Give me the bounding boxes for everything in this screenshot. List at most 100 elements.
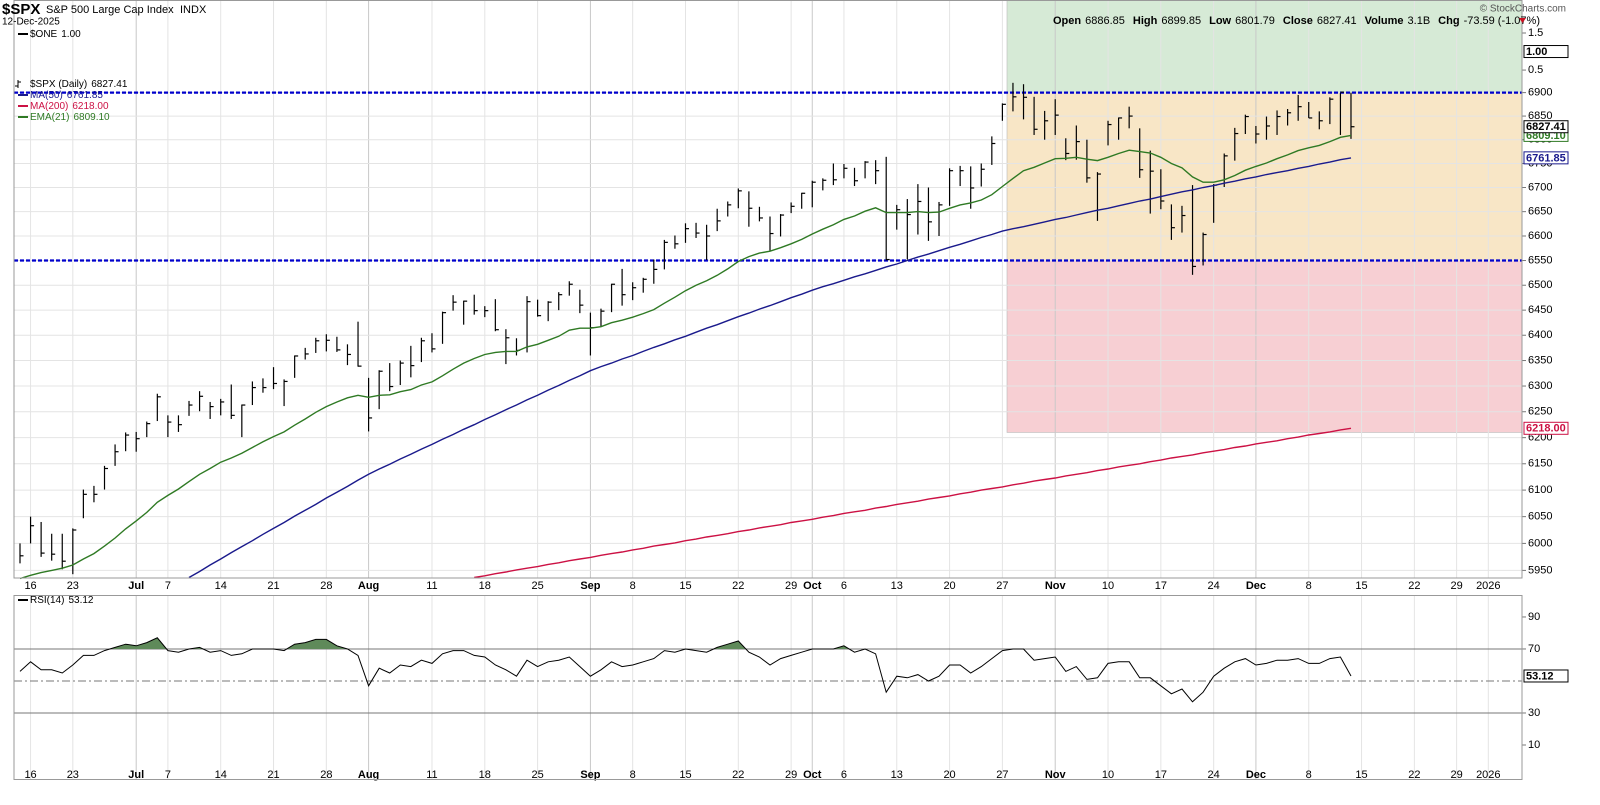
legend-entry: $ONE 1.00	[30, 29, 81, 40]
y-tick-label: 6450	[1528, 304, 1552, 316]
x-tick-label: 7	[165, 580, 171, 592]
x-tick-label: 23	[67, 769, 79, 781]
quote-label: Low	[1209, 15, 1231, 27]
y-tick-label: 10	[1528, 739, 1540, 751]
legend-value: 53.12	[68, 595, 93, 606]
x-tick-label: 6	[841, 580, 847, 592]
x-tick-label: 15	[679, 769, 691, 781]
quote-label: Close	[1283, 15, 1313, 27]
x-tick-label: 2026	[1476, 580, 1500, 592]
y-tick-label: 30	[1528, 707, 1540, 719]
x-tick-label: Aug	[358, 580, 379, 592]
x-tick-label: 29	[1450, 580, 1462, 592]
legend-value: 6827.41	[91, 79, 128, 90]
legend-value: 6809.10	[73, 112, 110, 123]
x-tick-label: 6	[841, 769, 847, 781]
moving-average-line	[19, 134, 1352, 580]
plot-layer: 16 23 Jul 7 14 21 28 Aug 11 18 25 Sep 8 15 22 29 Oct 6 13 2…	[14, 0, 1569, 781]
x-tick-label: 20	[943, 769, 955, 781]
y-tick-label: 6400	[1528, 329, 1552, 341]
x-tick-label: 15	[1355, 580, 1367, 592]
y-tick-label: 6300	[1528, 380, 1552, 392]
legend-entry: EMA(21) 6809.10	[30, 112, 110, 123]
x-tick-label: 16	[24, 580, 36, 592]
x-tick-label: 11	[426, 580, 437, 592]
x-tick-label: Oct	[803, 580, 822, 592]
bar-icon	[15, 80, 21, 88]
y-tick-label: 5950	[1528, 564, 1552, 576]
legend-value: 6761.85	[67, 90, 104, 101]
rsi-line	[19, 637, 1352, 703]
quote-value: -73.59 (-1.07%)	[1464, 15, 1540, 27]
zone	[1006, 0, 1523, 93]
x-tick-label: 27	[996, 769, 1008, 781]
x-tick-label: 7	[165, 769, 171, 781]
chart-subtitle: S&P 500 Large Cap Index	[46, 4, 174, 16]
x-tick-label: 25	[531, 580, 543, 592]
x-tick-label: Aug	[358, 769, 379, 781]
x-tick-label: 15	[679, 580, 691, 592]
x-tick-label: 23	[67, 580, 79, 592]
x-tick-label: 25	[531, 769, 543, 781]
x-tick-label: Jul	[128, 769, 144, 781]
y-tick-label: 6250	[1528, 406, 1552, 418]
down-arrow	[1519, 18, 1526, 23]
y-tick-label: 90	[1528, 611, 1540, 623]
y2-tick-label: 1.5	[1528, 27, 1543, 39]
x-tick-label: 13	[891, 769, 903, 781]
price-panel-frame	[13, 0, 1523, 579]
x-tick-label: 10	[1102, 769, 1114, 781]
quote-label: Chg	[1438, 15, 1459, 27]
quote-strip: Open 6886.85 High 6899.85 Low 6801.79 Close 682…	[1053, 15, 1540, 27]
x-tick-label: 22	[732, 580, 744, 592]
last-value-badge-label: 6827.41	[1526, 121, 1566, 133]
x-tick-label: 17	[1155, 769, 1167, 781]
y-tick-label: 6850	[1528, 110, 1552, 122]
y-tick-label: 6650	[1528, 206, 1552, 218]
x-tick-label: 22	[1408, 769, 1420, 781]
legend-value: 1.00	[61, 29, 81, 40]
x-tick-label: 29	[785, 769, 797, 781]
credit: © StockCharts.com	[1480, 4, 1566, 15]
x-tick-label: Dec	[1246, 769, 1266, 781]
y-tick-label: 6600	[1528, 230, 1552, 242]
quote-value: 6899.85	[1161, 15, 1201, 27]
y-tick-label: 6900	[1528, 87, 1552, 99]
x-tick-label: Nov	[1045, 769, 1067, 781]
y-tick-label: 6150	[1528, 458, 1552, 470]
x-tick-label: 24	[1208, 769, 1220, 781]
x-tick-label: Sep	[580, 580, 600, 592]
x-tick-label: Dec	[1246, 580, 1266, 592]
quote-value: 6827.41	[1317, 15, 1357, 27]
legend-name: MA(50)	[30, 90, 63, 101]
x-tick-label: 13	[891, 580, 903, 592]
moving-average-line	[188, 157, 1352, 579]
x-tick-label: 29	[785, 580, 797, 592]
x-tick-label: 14	[215, 769, 227, 781]
quote-value: 6801.79	[1235, 15, 1275, 27]
x-tick-label: 2026	[1476, 769, 1500, 781]
x-tick-label: 10	[1102, 580, 1114, 592]
legend-entry: $SPX (Daily) 6827.41	[30, 79, 128, 90]
x-tick-label: 22	[1408, 580, 1420, 592]
zone	[1006, 92, 1523, 261]
rsi-panel-frame	[13, 595, 1523, 780]
benchmark-badge-label: 1.00	[1526, 46, 1547, 58]
y-tick-label: 6000	[1528, 537, 1552, 549]
y2-tick-label: 0.5	[1528, 64, 1543, 76]
x-tick-label: 28	[320, 580, 332, 592]
quote-label: Open	[1053, 15, 1081, 27]
y-tick-label: 6700	[1528, 181, 1552, 193]
legend-entry: RSI(14) 53.12	[30, 595, 94, 606]
x-tick-label: 21	[267, 580, 279, 592]
x-tick-label: Jul	[128, 580, 144, 592]
quote-value: 3.1B	[1408, 15, 1431, 27]
zone	[1006, 260, 1523, 433]
y-tick-label: 6500	[1528, 279, 1552, 291]
legend-name: MA(200)	[30, 101, 68, 112]
x-tick-label: 18	[479, 580, 491, 592]
y-tick-label: 6100	[1528, 484, 1552, 496]
legend-name: EMA(21)	[30, 112, 69, 123]
x-tick-label: Sep	[580, 769, 600, 781]
moving-average-line	[474, 427, 1352, 579]
